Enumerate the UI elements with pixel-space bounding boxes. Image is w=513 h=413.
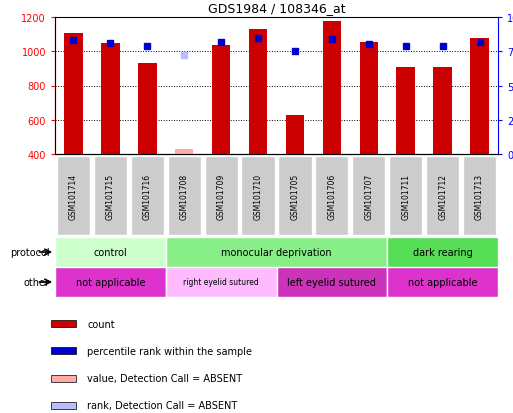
Bar <box>286 116 304 154</box>
Bar <box>51 348 76 354</box>
Bar <box>51 402 76 409</box>
FancyBboxPatch shape <box>426 156 459 236</box>
Bar <box>101 44 120 154</box>
Bar <box>249 30 267 154</box>
Bar <box>387 267 498 297</box>
FancyBboxPatch shape <box>352 156 385 236</box>
Text: control: control <box>93 247 127 257</box>
Text: not applicable: not applicable <box>75 277 145 287</box>
Bar <box>55 237 166 267</box>
FancyBboxPatch shape <box>168 156 201 236</box>
Bar <box>212 46 230 154</box>
Bar <box>470 39 489 154</box>
Bar <box>51 320 76 328</box>
Bar <box>397 67 415 154</box>
Bar <box>166 237 387 267</box>
Text: GSM101714: GSM101714 <box>69 173 78 219</box>
Text: GSM101715: GSM101715 <box>106 173 115 219</box>
Bar <box>55 267 166 297</box>
FancyBboxPatch shape <box>463 156 496 236</box>
Bar <box>51 375 76 382</box>
Text: GSM101712: GSM101712 <box>438 173 447 219</box>
Text: GSM101708: GSM101708 <box>180 173 189 219</box>
Bar <box>277 267 387 297</box>
Text: left eyelid sutured: left eyelid sutured <box>287 277 377 287</box>
FancyBboxPatch shape <box>57 156 90 236</box>
Text: not applicable: not applicable <box>408 277 478 287</box>
Text: GSM101713: GSM101713 <box>475 173 484 219</box>
Text: right eyelid sutured: right eyelid sutured <box>183 278 259 287</box>
Text: count: count <box>87 319 115 329</box>
Bar <box>387 237 498 267</box>
Text: GSM101716: GSM101716 <box>143 173 152 219</box>
Text: GSM101706: GSM101706 <box>327 173 337 219</box>
Text: GSM101705: GSM101705 <box>290 173 300 219</box>
Text: GSM101711: GSM101711 <box>401 173 410 219</box>
Text: other: other <box>24 277 50 287</box>
FancyBboxPatch shape <box>279 156 311 236</box>
FancyBboxPatch shape <box>131 156 164 236</box>
Text: GSM101709: GSM101709 <box>216 173 226 219</box>
Text: rank, Detection Call = ABSENT: rank, Detection Call = ABSENT <box>87 400 238 411</box>
Bar <box>433 67 452 154</box>
FancyBboxPatch shape <box>94 156 127 236</box>
Bar <box>166 267 277 297</box>
Text: GSM101707: GSM101707 <box>364 173 373 219</box>
Text: GSM101710: GSM101710 <box>253 173 263 219</box>
Title: GDS1984 / 108346_at: GDS1984 / 108346_at <box>208 2 345 15</box>
FancyBboxPatch shape <box>389 156 422 236</box>
Text: percentile rank within the sample: percentile rank within the sample <box>87 346 252 356</box>
Bar <box>175 150 193 154</box>
FancyBboxPatch shape <box>242 156 274 236</box>
Text: dark rearing: dark rearing <box>413 247 472 257</box>
Bar <box>64 34 83 154</box>
FancyBboxPatch shape <box>205 156 238 236</box>
Bar <box>138 64 156 154</box>
Text: monocular deprivation: monocular deprivation <box>221 247 332 257</box>
Text: protocol: protocol <box>10 247 50 257</box>
Text: value, Detection Call = ABSENT: value, Detection Call = ABSENT <box>87 373 242 383</box>
Bar <box>323 22 341 154</box>
FancyBboxPatch shape <box>315 156 348 236</box>
Bar <box>360 43 378 154</box>
